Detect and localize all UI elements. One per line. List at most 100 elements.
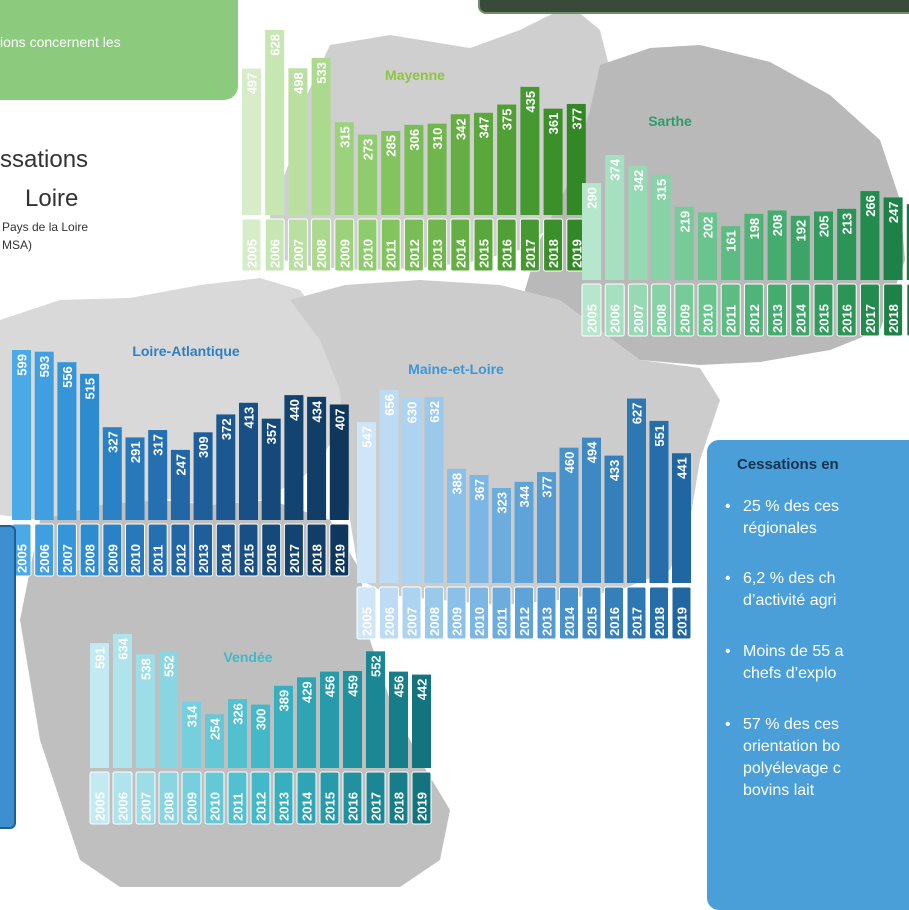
bar (170, 449, 190, 520)
year-label: 2017 (523, 239, 538, 268)
year-label: 2014 (300, 791, 315, 821)
bullet-icon: • (725, 570, 731, 587)
value-label: 552 (369, 655, 384, 677)
year-label: 2018 (310, 544, 325, 573)
year-label: 2008 (83, 544, 98, 573)
year-label: 2018 (392, 792, 407, 821)
year-tile (112, 771, 133, 825)
value-label: 533 (314, 62, 329, 84)
year-tile (604, 586, 624, 640)
year-tile (514, 586, 534, 640)
year-label: 2007 (405, 607, 420, 636)
bar (228, 699, 247, 768)
year-tile (627, 283, 648, 337)
year-tile (89, 771, 110, 825)
year-tile (651, 283, 672, 337)
bar (239, 402, 258, 520)
year-tile (836, 283, 857, 337)
year-label: 2014 (219, 543, 234, 573)
year-tile (56, 523, 77, 577)
year-label: 2011 (724, 305, 739, 333)
year-label: 2016 (840, 304, 855, 333)
year-tile (135, 771, 156, 825)
bar (113, 634, 132, 768)
value-label: 388 (450, 473, 465, 495)
year-label: 2016 (264, 544, 279, 573)
year-label: 2007 (139, 792, 154, 821)
value-label: 498 (291, 72, 306, 94)
bar (389, 671, 408, 768)
value-label: 434 (310, 400, 325, 422)
side-panel-edge (0, 525, 16, 829)
bar (906, 204, 909, 280)
year-label: 2009 (185, 792, 200, 821)
value-label: 192 (793, 220, 808, 242)
value-label: 551 (652, 425, 667, 447)
value-label: 306 (407, 129, 422, 151)
bar (628, 165, 648, 280)
year-label: 2011 (495, 608, 510, 636)
year-tile (147, 523, 168, 577)
year-label: 2009 (105, 544, 120, 573)
value-label: 342 (631, 170, 646, 192)
value-label: 254 (208, 718, 223, 740)
bar (358, 134, 377, 215)
bar (288, 68, 308, 216)
bar (242, 68, 261, 216)
year-tile (380, 218, 401, 272)
value-label: 372 (219, 418, 234, 440)
year-tile (181, 771, 202, 825)
year-tile (79, 523, 100, 577)
year-label: 2010 (208, 792, 223, 821)
year-label: 2010 (472, 607, 487, 636)
bar (744, 213, 764, 280)
year-tile (543, 218, 564, 272)
bar (497, 104, 517, 215)
year-label: 2010 (128, 544, 143, 573)
value-label: 538 (139, 658, 154, 680)
year-tile (250, 771, 271, 825)
year-tile (649, 586, 669, 640)
value-label: 326 (231, 703, 246, 725)
year-tile (264, 218, 285, 272)
year-label: 2008 (427, 607, 442, 636)
bar (450, 114, 470, 215)
bar (193, 432, 213, 520)
bullet-icon: • (725, 498, 731, 515)
value-label: 429 (300, 681, 315, 703)
value-label: 599 (15, 354, 30, 376)
year-label: 2016 (346, 792, 361, 821)
year-tile (227, 771, 248, 825)
info-item-line: orientation bo (743, 738, 840, 755)
year-tile (170, 523, 191, 577)
info-panel: Cessations en • 25 % des ces régionales … (707, 440, 909, 910)
year-tile (427, 218, 448, 272)
chart-1: Sarthe 290 2005 374 2006 342 2007 315 2008 219 200… (581, 113, 909, 337)
bar (474, 112, 493, 215)
bar (412, 674, 431, 768)
value-label: 300 (254, 709, 269, 731)
value-label: 198 (747, 218, 762, 240)
year-label: 2006 (116, 792, 131, 821)
value-label: 361 (546, 113, 561, 135)
bar (261, 418, 281, 520)
value-label: 433 (607, 460, 622, 482)
year-tile (559, 586, 579, 640)
value-label: 315 (654, 179, 669, 201)
value-label: 591 (93, 647, 108, 669)
year-label: 2005 (360, 607, 375, 636)
year-tile (697, 283, 718, 337)
year-tile (357, 218, 378, 272)
year-tile (450, 218, 471, 272)
bullet-icon: • (725, 716, 731, 733)
value-label: 323 (495, 492, 510, 514)
bar (698, 212, 717, 280)
year-tile (342, 771, 363, 825)
info-panel-title: Cessations en (737, 456, 839, 473)
year-label: 2012 (173, 544, 188, 573)
year-tile (125, 523, 145, 577)
subtitle-line-2: MSA) (2, 238, 32, 252)
bar (284, 395, 304, 520)
chart-title: Maine-et-Loire (408, 361, 504, 377)
